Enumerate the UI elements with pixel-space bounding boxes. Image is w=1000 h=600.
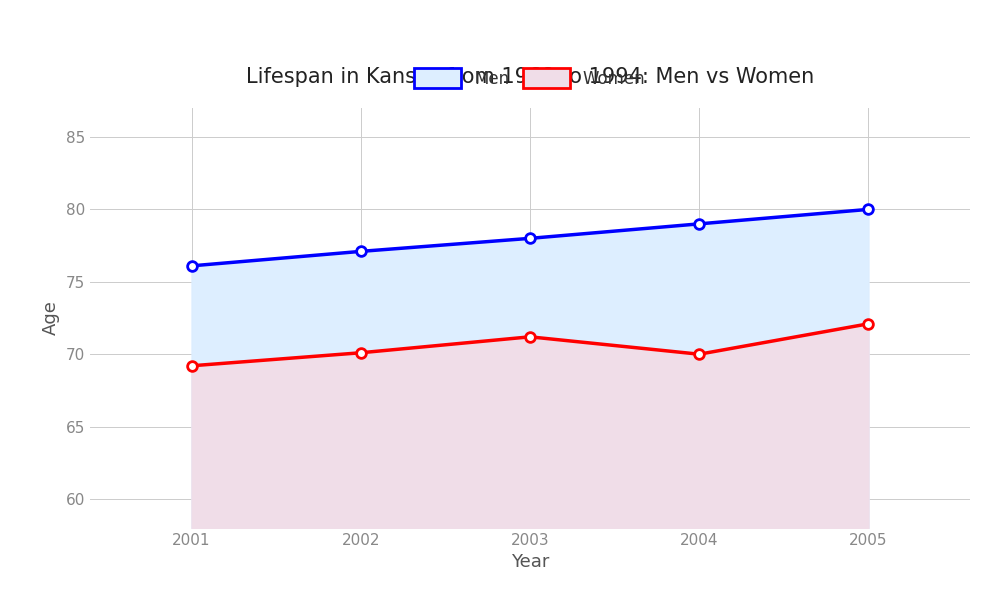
Y-axis label: Age: Age	[42, 301, 60, 335]
Title: Lifespan in Kansas from 1968 to 1994: Men vs Women: Lifespan in Kansas from 1968 to 1994: Me…	[246, 67, 814, 87]
X-axis label: Year: Year	[511, 553, 549, 571]
Legend: Men, Women: Men, Women	[408, 62, 652, 94]
